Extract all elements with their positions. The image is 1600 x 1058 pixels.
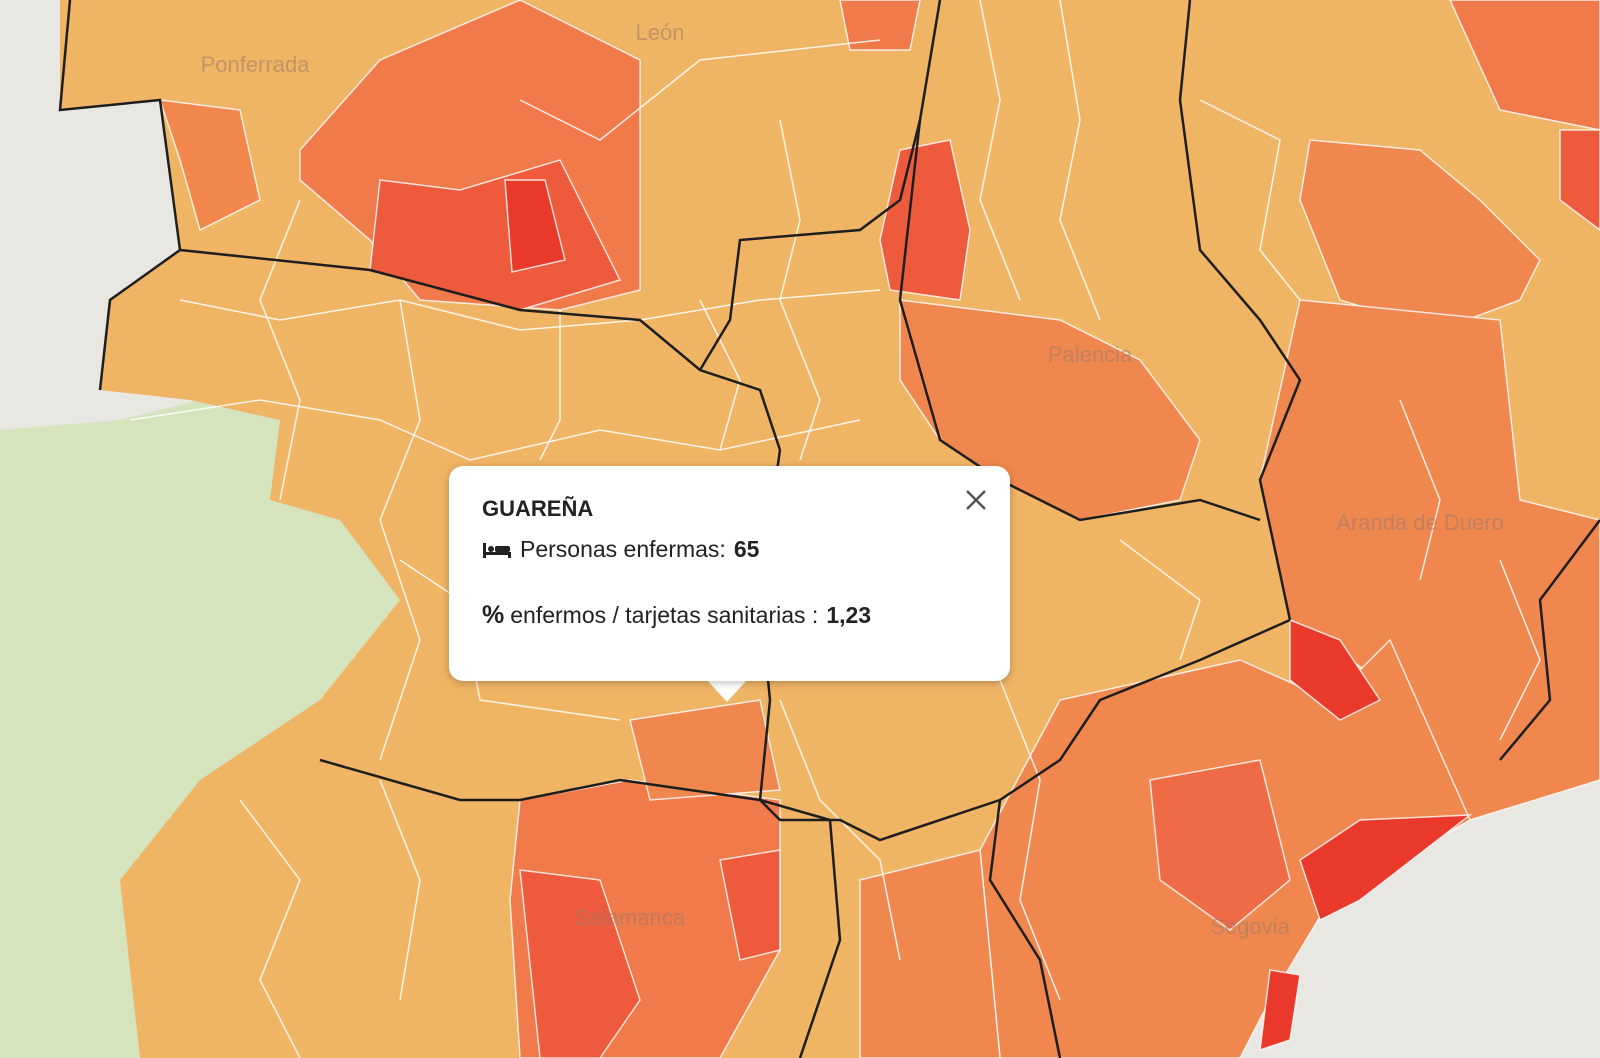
regions [158,0,1600,1058]
city-label: Ponferrada [201,52,311,77]
row-label: Personas enfermas: [520,536,726,562]
city-label: Palencia [1048,342,1133,367]
city-label: León [636,20,685,45]
forest-area [0,400,400,1058]
city-label: Aranda de Duero [1336,510,1504,535]
info-row: Personas enfermas: 65 [482,536,759,563]
popup-title: GUAREÑA [482,496,594,521]
popup-pointer [707,680,747,702]
city-label: Salamanca [575,905,686,930]
info-row: % enfermos / tarjetas sanitarias : 1,23 [482,601,871,630]
city-label: Segovia [1210,914,1290,939]
percent-icon: % [482,601,505,629]
row-label: enfermos / tarjetas sanitarias : [510,602,819,628]
row-value: 65 [733,536,760,562]
close-button[interactable] [964,488,988,512]
row-value: 1,23 [826,602,872,628]
municipal-borders [129,0,1541,1058]
popup: GUAREÑA Personas enfermas: 65 % enfermos… [449,466,1010,681]
bed-icon [483,542,511,558]
